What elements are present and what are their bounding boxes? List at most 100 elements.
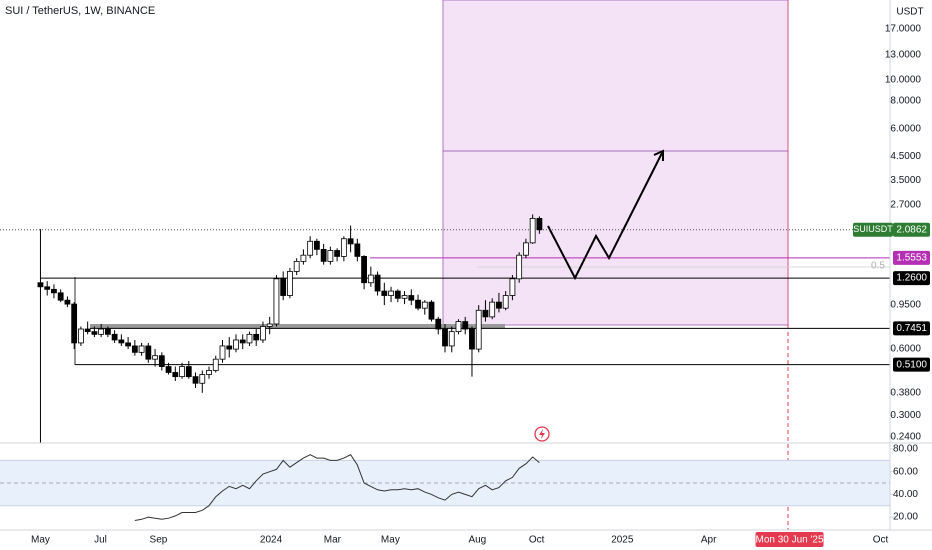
- candle-body: [320, 248, 327, 262]
- candle-body: [192, 376, 199, 384]
- arrow-head: [653, 149, 664, 161]
- candle-body: [104, 328, 111, 335]
- candle-body: [496, 301, 502, 309]
- candles: [37, 214, 543, 443]
- candle-body: [354, 243, 361, 257]
- y-tick-label: 3.5000: [890, 175, 921, 186]
- candle-body: [239, 339, 246, 344]
- candle-body: [293, 260, 300, 272]
- candle-body: [206, 370, 212, 375]
- symbol-label: SUIUSDT: [853, 224, 893, 234]
- candle-body: [158, 355, 165, 367]
- candle-body: [475, 309, 482, 350]
- candle-body: [536, 217, 543, 231]
- candle-body: [138, 345, 145, 353]
- candle-body: [64, 299, 71, 305]
- candle-body: [435, 318, 442, 330]
- y-tick-label: 0.3800: [890, 387, 921, 398]
- candle-body: [111, 333, 118, 341]
- candle-body: [421, 301, 428, 309]
- candle-body: [91, 331, 98, 335]
- x-tick-label: 2024: [260, 535, 283, 546]
- candle-body: [226, 345, 233, 350]
- y-tick-label: 17.0000: [885, 24, 922, 35]
- currency: USDT: [896, 7, 923, 18]
- candle-body: [145, 345, 152, 360]
- candle-body: [340, 238, 347, 257]
- candle-body: [233, 339, 239, 350]
- candle-body: [78, 328, 84, 344]
- projection-box: [442, 0, 789, 326]
- x-tick-label: Apr: [701, 535, 717, 546]
- alert-icon: [534, 426, 550, 442]
- price-level-box: [893, 271, 930, 286]
- candle-body: [469, 328, 475, 350]
- x-tick-label: May: [381, 535, 400, 546]
- x-tick-label: Aug: [468, 535, 486, 546]
- candle-body: [388, 290, 394, 296]
- candle-body: [401, 295, 408, 299]
- candle-body: [84, 328, 91, 333]
- price-level-label: 0.5100: [896, 359, 927, 370]
- candle-body: [44, 286, 51, 290]
- x-tick-label: Oct: [873, 535, 889, 546]
- axes: 17.0000 13.0000 10.0000 8.0000 6.0000 4.5000 3…: [31, 24, 930, 547]
- candle-body: [408, 295, 415, 301]
- candle-body: [313, 240, 320, 250]
- candle-body: [172, 372, 179, 378]
- candle-body: [489, 301, 496, 318]
- rsi-tick-label: 80.00: [893, 444, 918, 455]
- candle-body: [381, 290, 388, 296]
- last-price-label: 2.0862: [896, 224, 927, 235]
- candle-body: [327, 250, 334, 262]
- candle-body: [307, 240, 314, 256]
- candle-body: [361, 255, 367, 284]
- candle-body: [219, 345, 226, 360]
- date-label-box: [755, 532, 824, 547]
- price-level-box: [893, 357, 930, 372]
- candle-body: [37, 282, 44, 288]
- candle-body: [529, 217, 536, 244]
- candle-body: [300, 254, 307, 262]
- candle-body: [125, 342, 132, 347]
- candle-body: [502, 295, 509, 309]
- y-tick-label: 10.0000: [885, 74, 922, 85]
- y-tick-label: 0.3000: [890, 410, 921, 421]
- candle-body: [71, 303, 78, 344]
- x-tick-label: Oct: [529, 535, 545, 546]
- candle-body: [165, 366, 172, 373]
- candle-body: [260, 326, 266, 341]
- x-tick-label: Sep: [150, 535, 168, 546]
- candle-body: [199, 374, 206, 384]
- candle-body: [334, 250, 341, 257]
- candle-body: [367, 274, 374, 284]
- candle-body: [246, 333, 253, 344]
- x-tick-label: Mon 30 Jun '25: [755, 535, 824, 546]
- candle-body: [442, 328, 448, 347]
- y-tick-label: 0.2400: [890, 431, 921, 442]
- candle-body: [462, 321, 469, 330]
- y-tick-label: 8.0000: [890, 96, 921, 107]
- x-tick-label: 2025: [611, 535, 634, 546]
- rsi-tick-label: 20.00: [893, 512, 918, 523]
- alert-bolt: [539, 429, 545, 439]
- symbol-box: [853, 222, 893, 237]
- candle-body: [179, 366, 185, 378]
- candle-body: [131, 345, 138, 353]
- rsi-tick-label: 40.00: [893, 489, 918, 500]
- candle-body: [455, 321, 462, 333]
- candle-body: [509, 278, 516, 296]
- y-tick-label: 0.9500: [890, 300, 921, 311]
- last-price-box: [893, 222, 930, 237]
- price-level-label: 1.2600: [896, 273, 927, 284]
- x-tick-label: Jul: [94, 535, 107, 546]
- candle-body: [273, 278, 280, 325]
- candle-body: [98, 328, 105, 335]
- candle-body: [287, 271, 293, 296]
- y-tick-label: 4.5000: [890, 151, 921, 162]
- candle-body: [152, 355, 158, 360]
- y-tick-label: 0.6000: [890, 344, 921, 355]
- candle-body: [253, 333, 260, 341]
- candle-body: [266, 323, 273, 327]
